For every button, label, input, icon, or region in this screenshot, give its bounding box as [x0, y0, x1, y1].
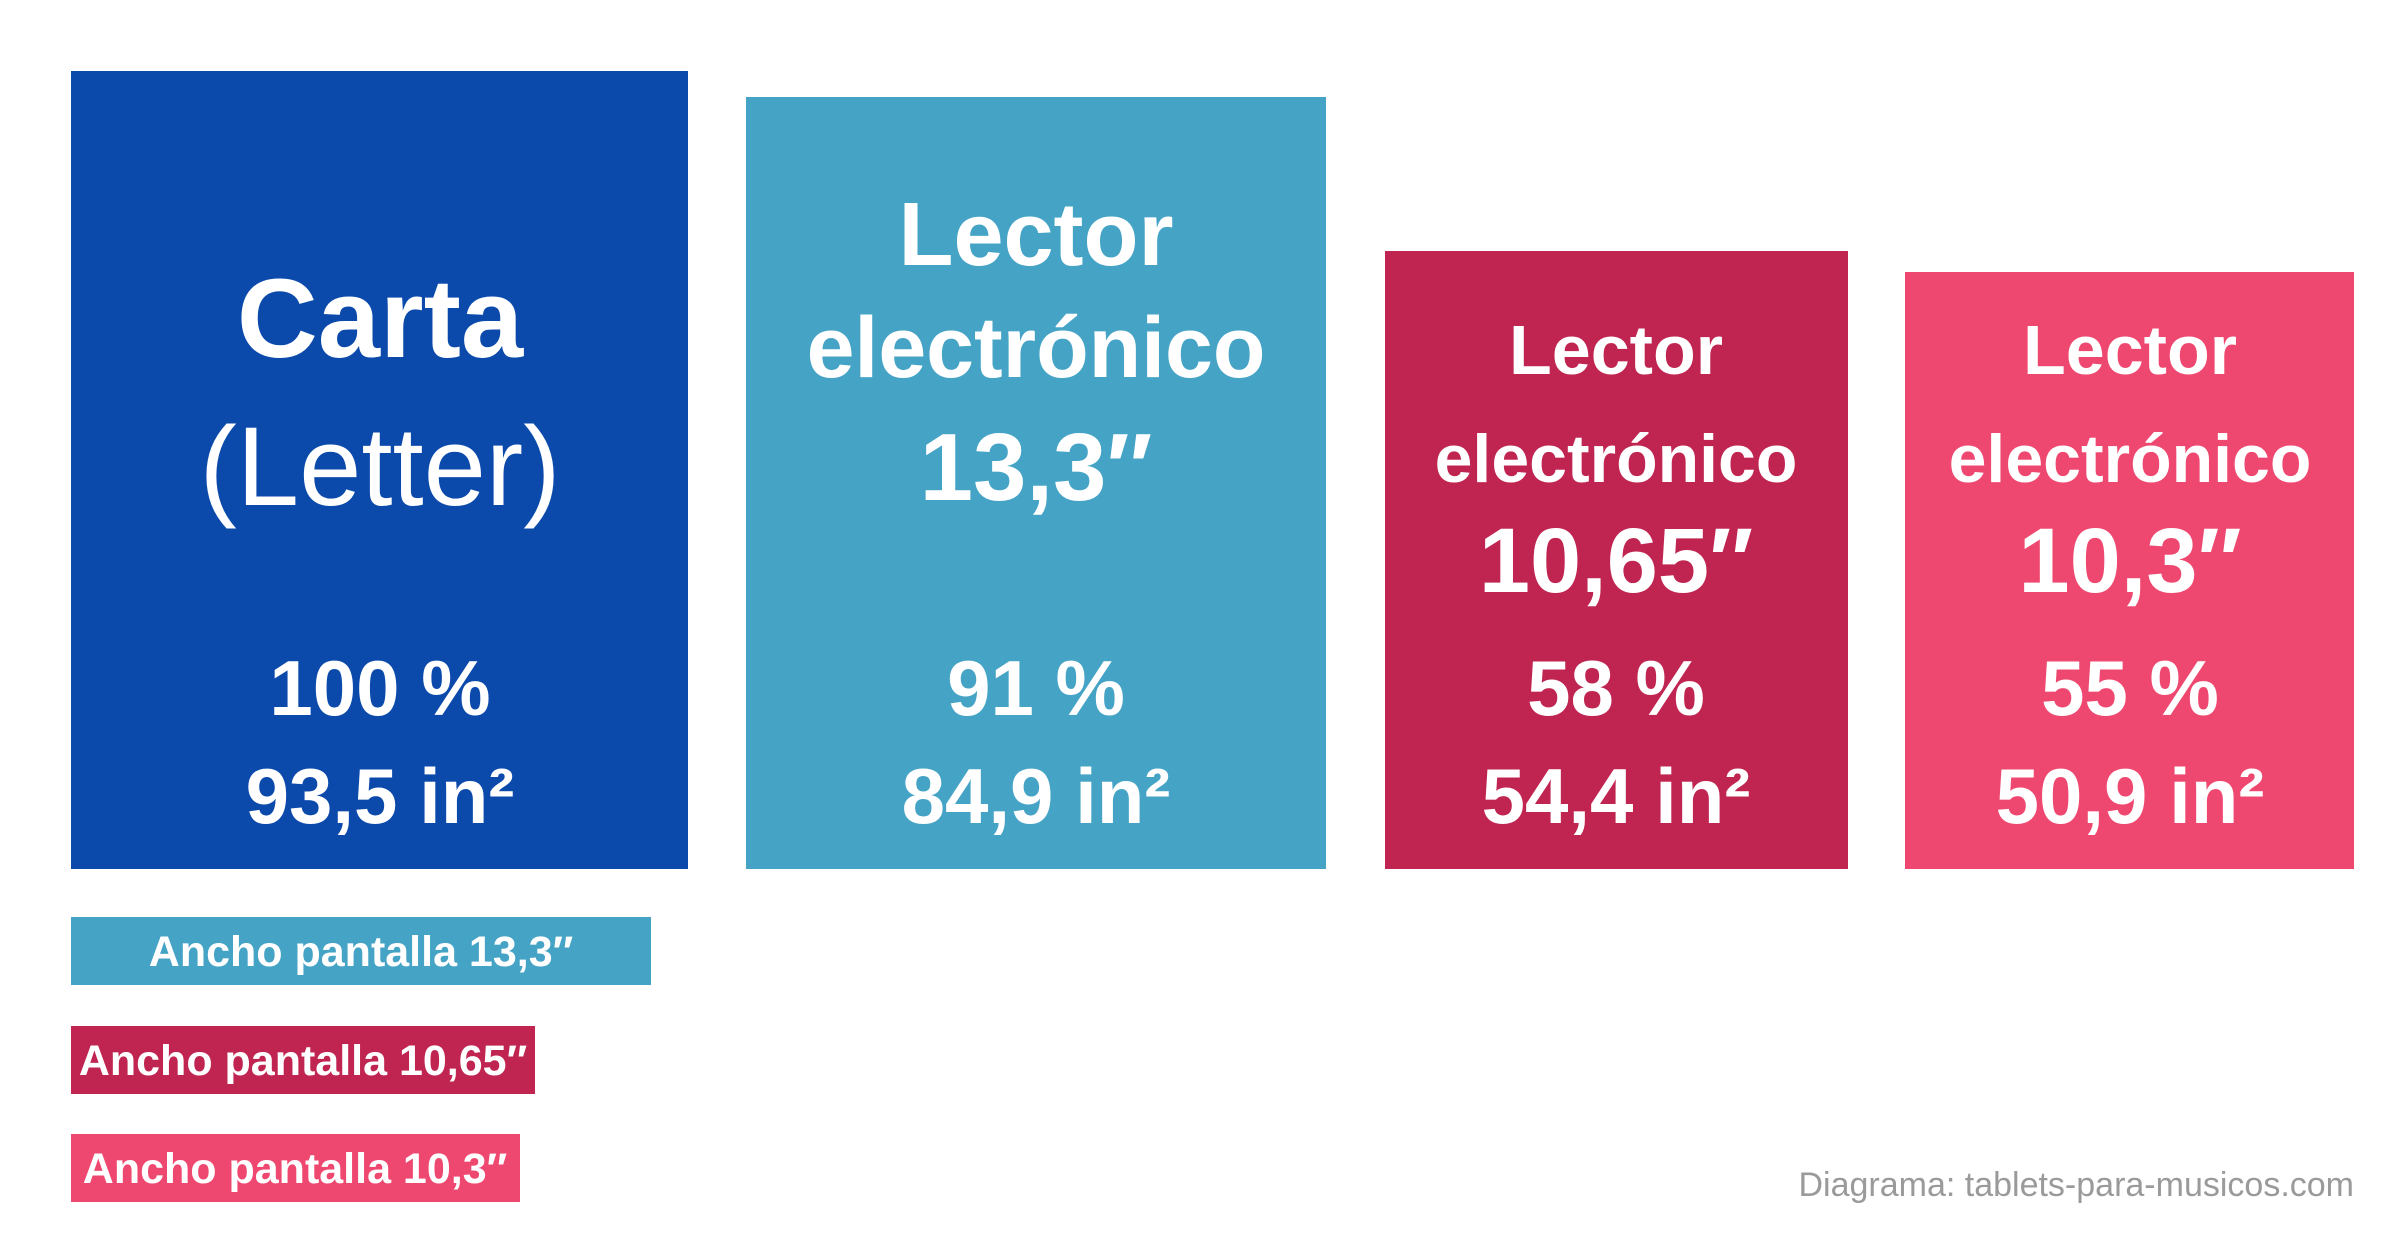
letter-block — [71, 71, 688, 869]
block-percent: 100 % — [269, 644, 490, 732]
block-percent: 91 % — [947, 644, 1125, 732]
block-title: electrónico — [1435, 421, 1798, 497]
width-bar-label: Ancho pantalla 10,3″ — [83, 1145, 507, 1193]
block-title: Carta — [237, 256, 524, 381]
block-title: (Letter) — [200, 404, 561, 529]
block-title: Lector — [1509, 311, 1723, 389]
credit: Diagrama: tablets-para-musicos.com — [1798, 1166, 2354, 1204]
block-percent: 58 % — [1527, 644, 1705, 732]
width-bar-label: Ancho pantalla 13,3″ — [149, 928, 573, 976]
block-area: 50,9 in² — [1996, 752, 2265, 840]
block-percent: 55 % — [2041, 644, 2219, 732]
block-title: electrónico — [1949, 421, 2312, 497]
block-title: 13,3″ — [920, 414, 1153, 521]
width-bar — [71, 917, 651, 985]
block-area: 84,9 in² — [902, 752, 1171, 840]
block-title: Lector — [898, 185, 1173, 285]
reader-1065-block — [1385, 251, 1848, 869]
block-area: 54,4 in² — [1482, 752, 1751, 840]
block-title: electrónico — [807, 300, 1266, 396]
block-area: 93,5 in² — [246, 752, 515, 840]
width-bar — [71, 1026, 535, 1094]
reader-103-block — [1905, 272, 2354, 869]
width-bar-label: Ancho pantalla 10,65″ — [79, 1037, 527, 1085]
block-title: Lector — [2023, 311, 2237, 389]
block-title: 10,65″ — [1479, 510, 1753, 612]
width-bar — [71, 1134, 520, 1202]
block-title: 10,3″ — [2018, 510, 2241, 612]
reader-13-block — [746, 97, 1326, 869]
